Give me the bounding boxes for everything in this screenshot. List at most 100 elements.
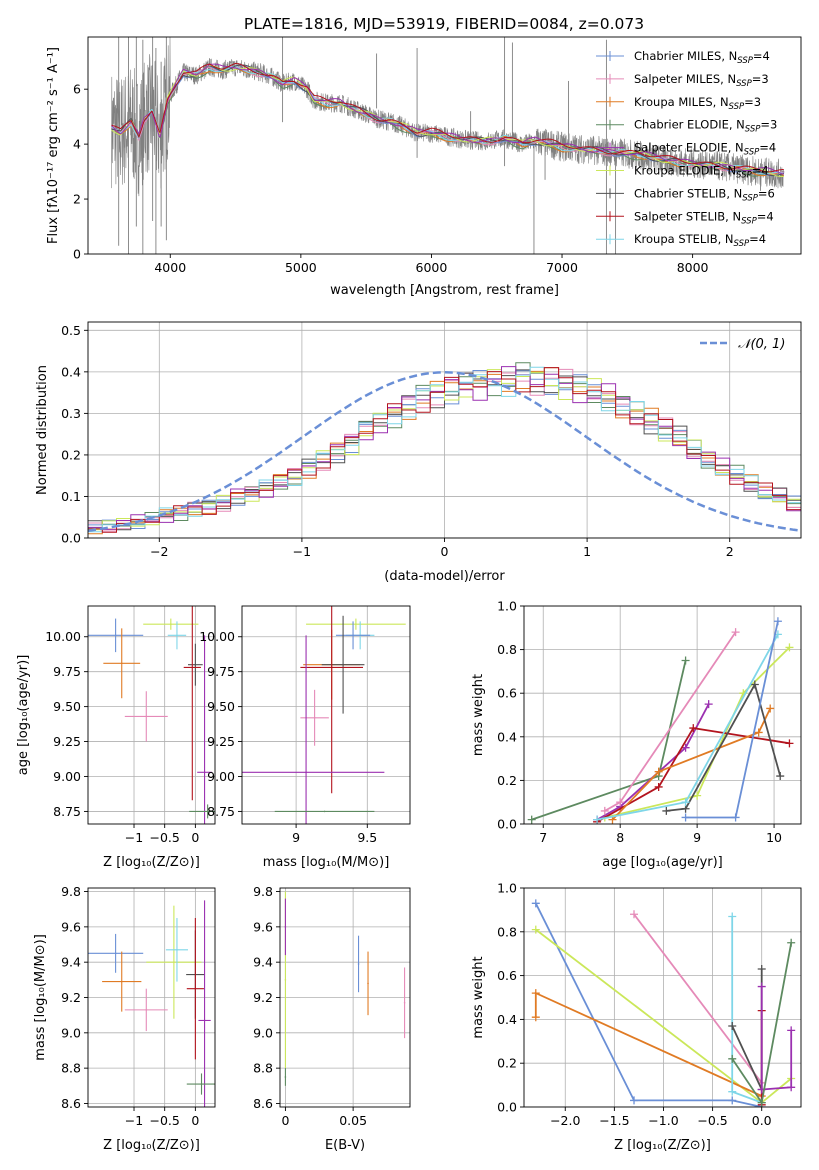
y-tick-label: 4 (73, 137, 81, 152)
y-axis-label: mass weight (471, 956, 486, 1038)
data-point (323, 810, 326, 813)
data-point (120, 980, 123, 983)
y-tick-label: 0.8 (497, 642, 517, 657)
data-point (342, 663, 344, 666)
y-axis-label: Normed distribution (35, 365, 50, 495)
plus-marker (776, 772, 785, 781)
y-tick-label: 9.0 (61, 1025, 81, 1040)
plot-area (88, 888, 215, 1107)
data-point (203, 771, 206, 774)
plus-marker (728, 912, 737, 921)
x-tick-label: 0.05 (339, 1113, 367, 1128)
plus-marker (689, 724, 698, 733)
y-tick-label: 0.2 (61, 447, 81, 462)
x-tick-label: 0 (191, 830, 199, 845)
data-point (367, 982, 369, 985)
data-point (194, 663, 197, 666)
plus-marker (787, 1083, 796, 1092)
plus-marker (527, 815, 536, 824)
plus-marker (654, 767, 663, 776)
plus-marker (531, 899, 540, 908)
plot-area (524, 888, 801, 1107)
y-tick-label: 0.5 (61, 323, 81, 338)
plus-marker (704, 700, 713, 709)
y-tick-label: 0.4 (497, 1012, 517, 1027)
x-tick-label: 1 (583, 544, 591, 559)
y-axis-label: age [log₁₀(age/yr)] (16, 655, 31, 776)
y-tick-label: 9.6 (253, 919, 273, 934)
plus-marker (785, 643, 794, 652)
plot-area (524, 606, 801, 824)
legend-entry: Salpeter MILES, NSSP=3 (634, 72, 769, 89)
data-point (203, 1019, 206, 1022)
x-tick-label: 7 (539, 830, 547, 845)
data-point (284, 926, 287, 928)
x-tick-label: 4000 (154, 260, 186, 275)
plus-marker (731, 628, 740, 637)
y-tick-label: 0.0 (61, 531, 81, 546)
series-line-6 (666, 682, 782, 812)
plus-marker (681, 813, 690, 822)
legend-entry: Kroupa STELIB, NSSP=4 (634, 232, 766, 249)
legend-entry: Kroupa ELODIE, NSSP=4 (634, 164, 769, 181)
plus-marker (787, 1026, 796, 1035)
panel-age-vs-mass: 9 9.5 8.75 9.00 9.25 9.50 9.75 10.00 mass [log₁₀… (199, 605, 411, 870)
y-tick-label: 2 (73, 192, 81, 207)
x-tick-label: 0.0 (752, 1113, 772, 1128)
y-tick-label: 9.75 (207, 664, 235, 679)
x-axis-label: Z [log₁₀(Z/Z⊙)] (103, 855, 200, 870)
y-tick-label: 9.25 (53, 734, 81, 749)
data-point (355, 623, 357, 625)
plus-marker (766, 704, 775, 713)
plus-marker (531, 925, 540, 934)
x-tick-label: 8000 (677, 260, 709, 275)
x-tick-label: 5000 (285, 260, 317, 275)
axes-frame (87, 36, 802, 255)
x-tick-label: −2 (150, 544, 168, 559)
data-point (114, 952, 117, 955)
data-point (176, 949, 178, 951)
y-tick-label: 9.6 (61, 919, 81, 934)
plus-marker (654, 782, 663, 791)
series-line-5 (604, 646, 791, 819)
y-tick-label: 9.50 (207, 699, 235, 714)
x-tick-label: −1.0 (648, 1113, 678, 1128)
histogram-6 (88, 369, 801, 531)
legend: Chabrier MILES, NSSP=4 Salpeter MILES, NS… (596, 49, 777, 249)
y-axis-label: mass [log₁₀(M/M⊙)] (33, 934, 48, 1061)
data-point (352, 634, 354, 637)
plot-area (88, 606, 215, 824)
model-spectrum-4 (111, 63, 784, 175)
data-point (145, 715, 148, 718)
y-tick-label: 10.00 (199, 629, 235, 644)
y-tick-label: 1.0 (497, 599, 517, 614)
plus-marker (787, 938, 796, 947)
plus-marker (757, 965, 766, 974)
data-point (200, 1083, 203, 1085)
y-tick-label: 9.8 (253, 884, 273, 899)
series-line-4 (760, 986, 793, 1091)
data-point (313, 716, 316, 719)
y-tick-label: 0.1 (61, 489, 81, 504)
y-tick-label: 8.8 (61, 1061, 81, 1076)
plus-marker (773, 617, 782, 626)
axes-frame (523, 605, 802, 825)
panel-ebv: 0 0.05 8.6 8.8 9.0 9.2 9.4 9.6 9.8 E(B-V) (253, 884, 411, 1153)
y-tick-label: 9.75 (53, 664, 81, 679)
plus-marker (630, 910, 639, 919)
x-tick-label: 9 (693, 830, 701, 845)
legend-entry: Chabrier STELIB, NSSP=6 (634, 186, 775, 203)
data-point (114, 634, 117, 637)
plot-area (111, 37, 785, 254)
x-tick-label: 7000 (546, 260, 578, 275)
plus-marker (600, 806, 609, 815)
plot-area (242, 606, 410, 824)
data-point (173, 961, 175, 963)
x-axis-label: E(B-V) (325, 1138, 365, 1153)
y-tick-label: 9.00 (207, 769, 235, 784)
plus-marker (785, 739, 794, 748)
x-tick-label: −1 (293, 544, 311, 559)
y-tick-label: 0.6 (497, 968, 517, 983)
legend-entry: 𝒩(0, 1) (738, 337, 785, 352)
panel-age-vs-Z: −1 −0.5 0 8.75 9.00 9.25 9.50 9.75 10.00 Z [log₁₀… (16, 605, 216, 870)
